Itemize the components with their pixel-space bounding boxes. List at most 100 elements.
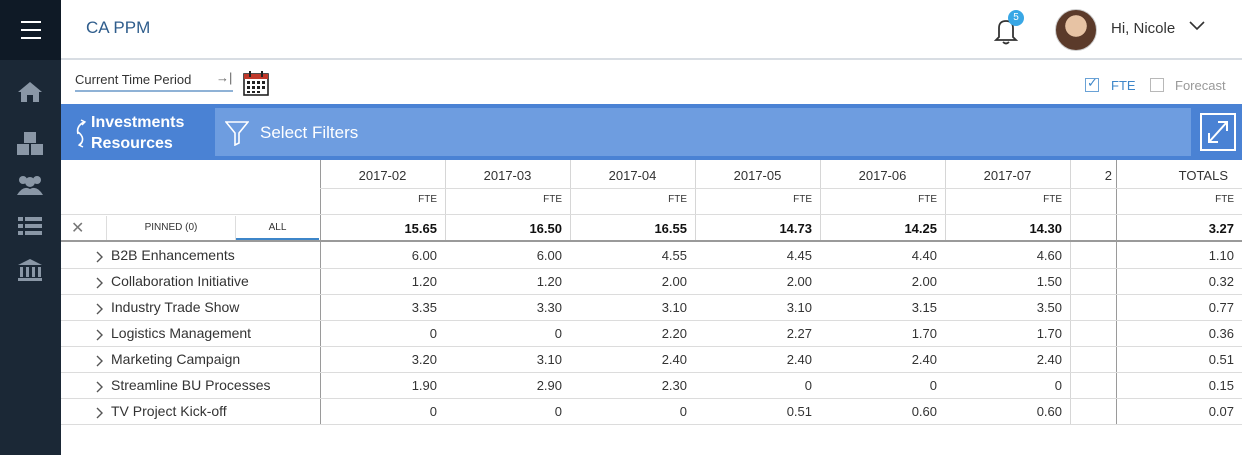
row-value[interactable]: 0.60: [1036, 404, 1062, 419]
chevron-right-icon[interactable]: [96, 354, 104, 367]
row-value[interactable]: 0: [1054, 378, 1062, 393]
row-value[interactable]: 0: [554, 326, 562, 341]
row-value[interactable]: 1.50: [1036, 274, 1062, 289]
row-name[interactable]: TV Project Kick-off: [111, 403, 227, 419]
period-header[interactable]: 2017-05: [733, 168, 782, 183]
user-greeting[interactable]: Hi, Nicole: [1111, 20, 1176, 37]
row-value[interactable]: 0: [429, 404, 437, 419]
row-value[interactable]: 0: [554, 404, 562, 419]
row-value[interactable]: 2.90: [536, 378, 562, 393]
period-header[interactable]: 2017-02: [358, 168, 407, 183]
row-value[interactable]: 0: [929, 378, 937, 393]
row-value[interactable]: 0.60: [911, 404, 937, 419]
chevron-right-icon[interactable]: [96, 406, 104, 419]
time-period-arrow-icon[interactable]: →|: [216, 70, 233, 85]
row-name[interactable]: Logistics Management: [111, 325, 252, 341]
row-total: 0.51: [1208, 352, 1234, 367]
row-value[interactable]: 1.20: [411, 274, 437, 289]
row-value[interactable]: 0.51: [786, 404, 812, 419]
forecast-checkbox[interactable]: [1150, 78, 1164, 92]
chevron-right-icon[interactable]: [96, 250, 104, 263]
row-value[interactable]: 6.00: [411, 248, 437, 263]
calendar-icon[interactable]: [243, 70, 269, 96]
row-divider: [61, 398, 1242, 399]
totals-header[interactable]: TOTALS: [1178, 168, 1228, 183]
row-value[interactable]: 6.00: [536, 248, 562, 263]
row-value[interactable]: 3.50: [1036, 300, 1062, 315]
row-value[interactable]: 2.00: [661, 274, 687, 289]
column-total: 16.50: [529, 221, 562, 236]
row-value[interactable]: 3.35: [411, 300, 437, 315]
row-value[interactable]: 3.15: [911, 300, 937, 315]
bank-icon[interactable]: [14, 256, 46, 284]
period-header[interactable]: 2017-03: [483, 168, 532, 183]
row-value[interactable]: 4.45: [786, 248, 812, 263]
row-value[interactable]: 4.40: [911, 248, 937, 263]
forecast-label: Forecast: [1175, 78, 1226, 93]
list-icon[interactable]: [14, 212, 46, 240]
menu-button[interactable]: [0, 0, 61, 60]
row-value[interactable]: 4.55: [661, 248, 687, 263]
cubes-icon[interactable]: [14, 130, 46, 158]
row-value[interactable]: 2.30: [661, 378, 687, 393]
row-value[interactable]: 0: [804, 378, 812, 393]
header-divider: [320, 188, 1242, 189]
row-value[interactable]: 4.60: [1036, 248, 1062, 263]
bell-icon[interactable]: [991, 14, 1021, 46]
column-divider: [320, 160, 321, 424]
row-divider: [61, 372, 1242, 373]
chevron-right-icon[interactable]: [96, 276, 104, 289]
row-divider: [61, 346, 1242, 347]
row-total: 0.07: [1208, 404, 1234, 419]
row-value[interactable]: 2.00: [786, 274, 812, 289]
app-title[interactable]: CA PPM: [86, 18, 151, 37]
period-header[interactable]: 2017-07: [983, 168, 1032, 183]
view-line-resources: Resources: [91, 135, 173, 152]
row-value[interactable]: 2.20: [661, 326, 687, 341]
row-value[interactable]: 3.10: [786, 300, 812, 315]
period-header[interactable]: 2: [1104, 168, 1112, 183]
row-value[interactable]: 3.10: [661, 300, 687, 315]
home-icon[interactable]: [14, 78, 46, 106]
row-value[interactable]: 0: [429, 326, 437, 341]
row-value[interactable]: 2.00: [911, 274, 937, 289]
tab-all[interactable]: ALL: [236, 216, 319, 240]
row-value[interactable]: 2.40: [661, 352, 687, 367]
row-name[interactable]: Streamline BU Processes: [111, 377, 271, 393]
row-value[interactable]: 2.40: [786, 352, 812, 367]
row-divider: [61, 268, 1242, 269]
row-name[interactable]: B2B Enhancements: [111, 247, 235, 263]
row-value[interactable]: 2.40: [1036, 352, 1062, 367]
view-toggle[interactable]: Investments Resources: [91, 112, 184, 154]
period-header[interactable]: 2017-04: [608, 168, 657, 183]
unit-label: FTE: [543, 194, 562, 205]
row-value[interactable]: 1.70: [1036, 326, 1062, 341]
chevron-right-icon[interactable]: [96, 380, 104, 393]
fte-checkbox[interactable]: [1085, 75, 1099, 92]
row-total: 0.77: [1208, 300, 1234, 315]
time-period-selector[interactable]: Current Time Period: [75, 72, 233, 92]
tab-pinned[interactable]: PINNED (0): [106, 216, 236, 240]
avatar[interactable]: [1055, 9, 1097, 51]
row-value[interactable]: 1.70: [911, 326, 937, 341]
expand-button[interactable]: [1200, 113, 1236, 151]
row-value[interactable]: 1.20: [536, 274, 562, 289]
row-value[interactable]: 3.10: [536, 352, 562, 367]
chevron-right-icon[interactable]: [96, 302, 104, 315]
row-name[interactable]: Industry Trade Show: [111, 299, 240, 315]
row-name[interactable]: Collaboration Initiative: [111, 273, 249, 289]
period-header[interactable]: 2017-06: [858, 168, 907, 183]
row-value[interactable]: 2.40: [911, 352, 937, 367]
users-icon[interactable]: [14, 172, 46, 200]
row-value[interactable]: 1.90: [411, 378, 437, 393]
row-value[interactable]: 0: [679, 404, 687, 419]
select-filters-button[interactable]: Select Filters: [215, 108, 1191, 156]
chevron-right-icon[interactable]: [96, 328, 104, 341]
close-icon[interactable]: ✕: [71, 220, 85, 237]
row-value[interactable]: 3.30: [536, 300, 562, 315]
chevron-down-icon[interactable]: [1189, 19, 1205, 33]
row-value[interactable]: 2.27: [786, 326, 812, 341]
row-name[interactable]: Marketing Campaign: [111, 351, 241, 367]
swap-view-icon[interactable]: [72, 118, 90, 148]
row-value[interactable]: 3.20: [411, 352, 437, 367]
